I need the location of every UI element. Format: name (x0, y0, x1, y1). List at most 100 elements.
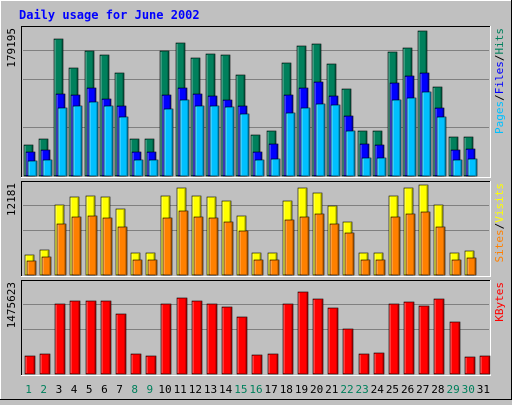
bar-kbytes-day-9 (145, 355, 157, 375)
legend-pages: Pages (493, 101, 506, 134)
bar-kbytes-day-24 (373, 352, 385, 375)
bar-pages-day-19 (300, 107, 311, 177)
bar-pages-day-2 (42, 159, 53, 177)
x-tick-label-day-22: 22 (340, 383, 353, 396)
bar-sites-day-22 (344, 232, 355, 276)
y-axis-max-label: 179195 (5, 28, 18, 68)
y-axis-max-label: 12181 (5, 183, 18, 216)
bar-sites-day-11 (178, 210, 189, 276)
bar-kbytes-day-29 (449, 321, 461, 375)
bar-sites-day-5 (87, 215, 98, 276)
bar-pages-day-10 (163, 108, 174, 177)
bar-pages-day-29 (452, 159, 463, 177)
x-tick-label-day-9: 9 (147, 383, 154, 396)
bar-pages-day-23 (361, 157, 372, 177)
bar-kbytes-day-25 (388, 303, 400, 375)
bar-kbytes-day-14 (221, 306, 233, 375)
bar-sites-day-7 (117, 226, 128, 276)
x-tick-label-day-25: 25 (386, 383, 399, 396)
bar-kbytes-day-11 (176, 297, 188, 375)
panels-layer: 179195 Pages/Files/Hits 12181 Sites/Visits 1… (5, 26, 506, 376)
bar-kbytes-day-2 (39, 353, 51, 375)
bar-sites-day-25 (390, 216, 401, 276)
x-tick-label-day-7: 7 (116, 383, 123, 396)
legend-kbytes: KBytes (493, 282, 506, 322)
legend-files: Files (493, 61, 506, 94)
x-tick-label-day-27: 27 (416, 383, 429, 396)
bar-kbytes-day-13 (206, 303, 218, 375)
bar-pages-day-6 (103, 105, 114, 177)
legend-separator: / (493, 94, 506, 101)
bar-pages-day-15 (239, 113, 250, 177)
bar-sites-day-6 (102, 217, 113, 276)
bar-pages-day-16 (254, 159, 265, 177)
x-tick-label-day-21: 21 (325, 383, 338, 396)
x-tick-label-day-24: 24 (371, 383, 385, 396)
bar-sites-day-18 (284, 219, 295, 276)
bar-kbytes-day-21 (327, 307, 339, 375)
bar-pages-day-26 (406, 97, 417, 177)
bar-kbytes-day-6 (100, 300, 112, 375)
x-tick-label-day-16: 16 (249, 383, 262, 396)
panel-kbytes: 1475623 KBytes (5, 280, 506, 376)
x-tick-label-day-12: 12 (189, 383, 202, 396)
bar-kbytes-day-19 (297, 291, 309, 375)
x-tick-label-day-23: 23 (356, 383, 369, 396)
bar-sites-day-21 (329, 223, 340, 276)
x-tick-label-day-19: 19 (295, 383, 308, 396)
x-tick-label-day-17: 17 (265, 383, 278, 396)
bar-kbytes-day-16 (251, 354, 263, 375)
bar-sites-day-12 (193, 216, 204, 276)
bar-sites-day-1 (26, 260, 37, 276)
bar-sites-day-27 (420, 211, 431, 276)
bar-pages-day-13 (209, 105, 220, 177)
bar-sites-day-9 (147, 259, 158, 276)
bar-pages-day-21 (330, 104, 341, 177)
bar-kbytes-day-4 (69, 300, 81, 375)
bar-sites-day-19 (299, 216, 310, 276)
bar-kbytes-day-22 (342, 328, 354, 375)
bar-sites-day-13 (208, 217, 219, 276)
chart-title: Daily usage for June 2002 (19, 8, 200, 22)
bar-kbytes-day-12 (191, 300, 203, 375)
panel-legend: KBytes (493, 282, 506, 322)
bar-pages-day-12 (194, 105, 205, 177)
panel-legend: Sites/Visits (493, 183, 506, 263)
bar-kbytes-day-20 (312, 298, 324, 375)
bar-sites-day-16 (253, 259, 264, 276)
bar-pages-day-17 (270, 158, 281, 177)
x-tick-label-day-14: 14 (219, 383, 233, 396)
bar-kbytes-day-15 (236, 316, 248, 375)
bar-sites-day-3 (56, 223, 67, 276)
bar-pages-day-7 (118, 116, 129, 177)
x-tick-label-day-18: 18 (280, 383, 293, 396)
bar-pages-day-5 (88, 101, 99, 177)
bar-kbytes-day-7 (115, 313, 127, 375)
bar-sites-day-23 (360, 259, 371, 276)
bar-kbytes-day-1 (24, 355, 36, 375)
x-tick-label-day-28: 28 (431, 383, 444, 396)
x-tick-label-day-15: 15 (234, 383, 247, 396)
x-tick-label-day-6: 6 (101, 383, 108, 396)
bar-pages-day-3 (57, 107, 68, 177)
x-tick-label-day-11: 11 (174, 383, 187, 396)
bar-kbytes-day-17 (267, 353, 279, 375)
bar-pages-day-27 (421, 91, 432, 177)
legend-visits: Visits (493, 183, 506, 223)
x-tick-label-day-3: 3 (56, 383, 63, 396)
bar-sites-day-14 (223, 221, 234, 276)
bar-pages-day-9 (148, 159, 159, 177)
x-axis: 1 2 3 4 5 6 7 8 9 10 11 12 13 14 15 16 17 18 19 20 21 22 23 24 2… (25, 383, 490, 396)
bar-kbytes-day-18 (282, 303, 294, 375)
panel-legend: Pages/Files/Hits (493, 28, 506, 134)
x-tick-label-day-20: 20 (310, 383, 323, 396)
bar-sites-day-26 (405, 213, 416, 276)
bar-kbytes-day-30 (464, 356, 476, 375)
bar-kbytes-day-28 (433, 298, 445, 375)
bar-pages-day-22 (345, 130, 356, 177)
bar-pages-day-14 (224, 106, 235, 177)
bar-sites-day-8 (132, 259, 143, 276)
bar-sites-day-20 (314, 213, 325, 276)
bar-sites-day-2 (41, 256, 52, 276)
